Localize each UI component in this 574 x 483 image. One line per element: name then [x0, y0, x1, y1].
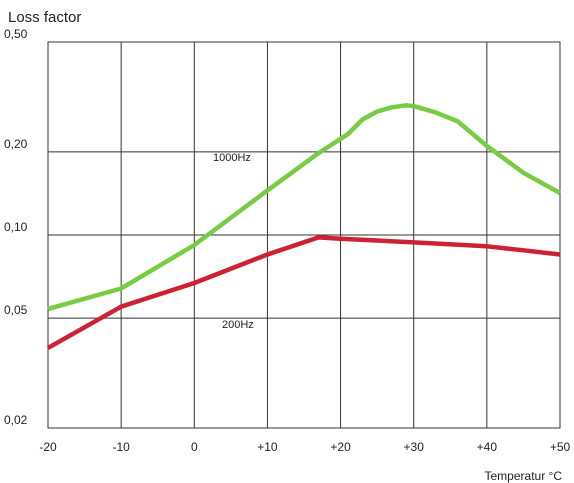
y-tick-label: 0,10: [4, 220, 28, 234]
x-tick-label: +50: [550, 440, 571, 454]
x-tick-label: +30: [404, 440, 425, 454]
tick-labels: -20 -10 0 +10 +20 +30 +40 +50 0,02 0,05 0,10 0,20 0,…: [4, 27, 571, 454]
x-tick-label: -20: [39, 440, 57, 454]
x-tick-label: +10: [257, 440, 278, 454]
x-tick-label: -10: [112, 440, 130, 454]
series-line-200hz: [46, 235, 561, 350]
x-tick-label: +20: [330, 440, 351, 454]
chart-title: Loss factor: [8, 9, 81, 26]
x-tick-label: +40: [477, 440, 498, 454]
series-label-1000hz: 1000Hz: [213, 152, 251, 164]
grid: [47, 41, 561, 429]
y-tick-label: 0,20: [4, 137, 28, 151]
y-tick-label: 0,50: [4, 27, 28, 41]
series-lines: [46, 103, 562, 350]
y-tick-label: 0,02: [4, 413, 28, 427]
series-label-200hz: 200Hz: [222, 319, 254, 331]
series-line-1000hz: [47, 103, 562, 312]
x-tick-label: 0: [191, 440, 198, 454]
x-axis-label: Temperatur °C: [485, 469, 563, 483]
y-tick-label: 0,05: [4, 303, 28, 317]
